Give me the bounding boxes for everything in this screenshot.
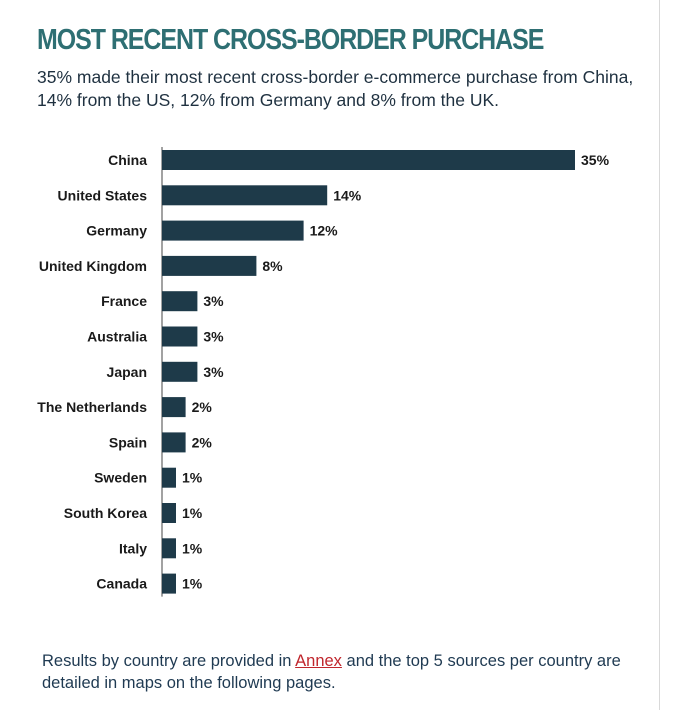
chart-title: MOST RECENT CROSS-BORDER PURCHASE xyxy=(37,24,544,56)
category-label: Italy xyxy=(119,540,147,556)
category-label: The Netherlands xyxy=(37,399,147,415)
annex-link[interactable]: Annex xyxy=(295,652,342,670)
bar xyxy=(162,538,176,559)
bar xyxy=(162,467,176,488)
value-label: 2% xyxy=(192,434,213,450)
category-label: Sweden xyxy=(94,470,147,486)
value-label: 3% xyxy=(203,364,224,380)
bar xyxy=(162,326,198,347)
category-label: Germany xyxy=(86,223,147,239)
category-label: South Korea xyxy=(64,505,147,521)
footer-note: Results by country are provided in Annex… xyxy=(42,650,642,694)
bar xyxy=(162,503,176,523)
value-label: 14% xyxy=(333,187,362,203)
value-label: 1% xyxy=(182,576,203,592)
category-label: United States xyxy=(58,187,148,203)
bar xyxy=(162,291,198,312)
bar xyxy=(162,220,304,241)
bar xyxy=(162,397,186,418)
category-label: United Kingdom xyxy=(39,258,147,274)
bar xyxy=(162,573,176,594)
value-label: 8% xyxy=(262,258,283,274)
value-label: 12% xyxy=(310,223,339,239)
category-label: China xyxy=(108,152,147,168)
category-label: France xyxy=(101,293,147,309)
value-label: 35% xyxy=(581,152,610,168)
page-edge-line xyxy=(659,0,660,710)
category-label: Australia xyxy=(87,329,147,345)
value-label: 1% xyxy=(182,470,203,486)
bar xyxy=(162,432,186,453)
chart-subtitle: 35% made their most recent cross-border … xyxy=(37,67,634,110)
value-label: 2% xyxy=(192,399,213,415)
category-label: Canada xyxy=(96,576,147,592)
category-label: Japan xyxy=(107,364,147,380)
bar xyxy=(162,361,198,382)
bar xyxy=(162,185,328,206)
value-label: 3% xyxy=(203,293,224,309)
bar xyxy=(162,255,257,276)
category-label: Spain xyxy=(109,434,147,450)
bar xyxy=(162,150,575,170)
footer-text-after: and the top 5 sources per country are de… xyxy=(42,652,621,692)
bar-chart: China 35% United States 14% Germany 12% United… xyxy=(37,147,610,597)
footer-text-before: Results by country are provided in xyxy=(42,652,296,670)
value-label: 1% xyxy=(182,505,203,521)
value-label: 3% xyxy=(203,329,224,345)
value-label: 1% xyxy=(182,540,203,556)
